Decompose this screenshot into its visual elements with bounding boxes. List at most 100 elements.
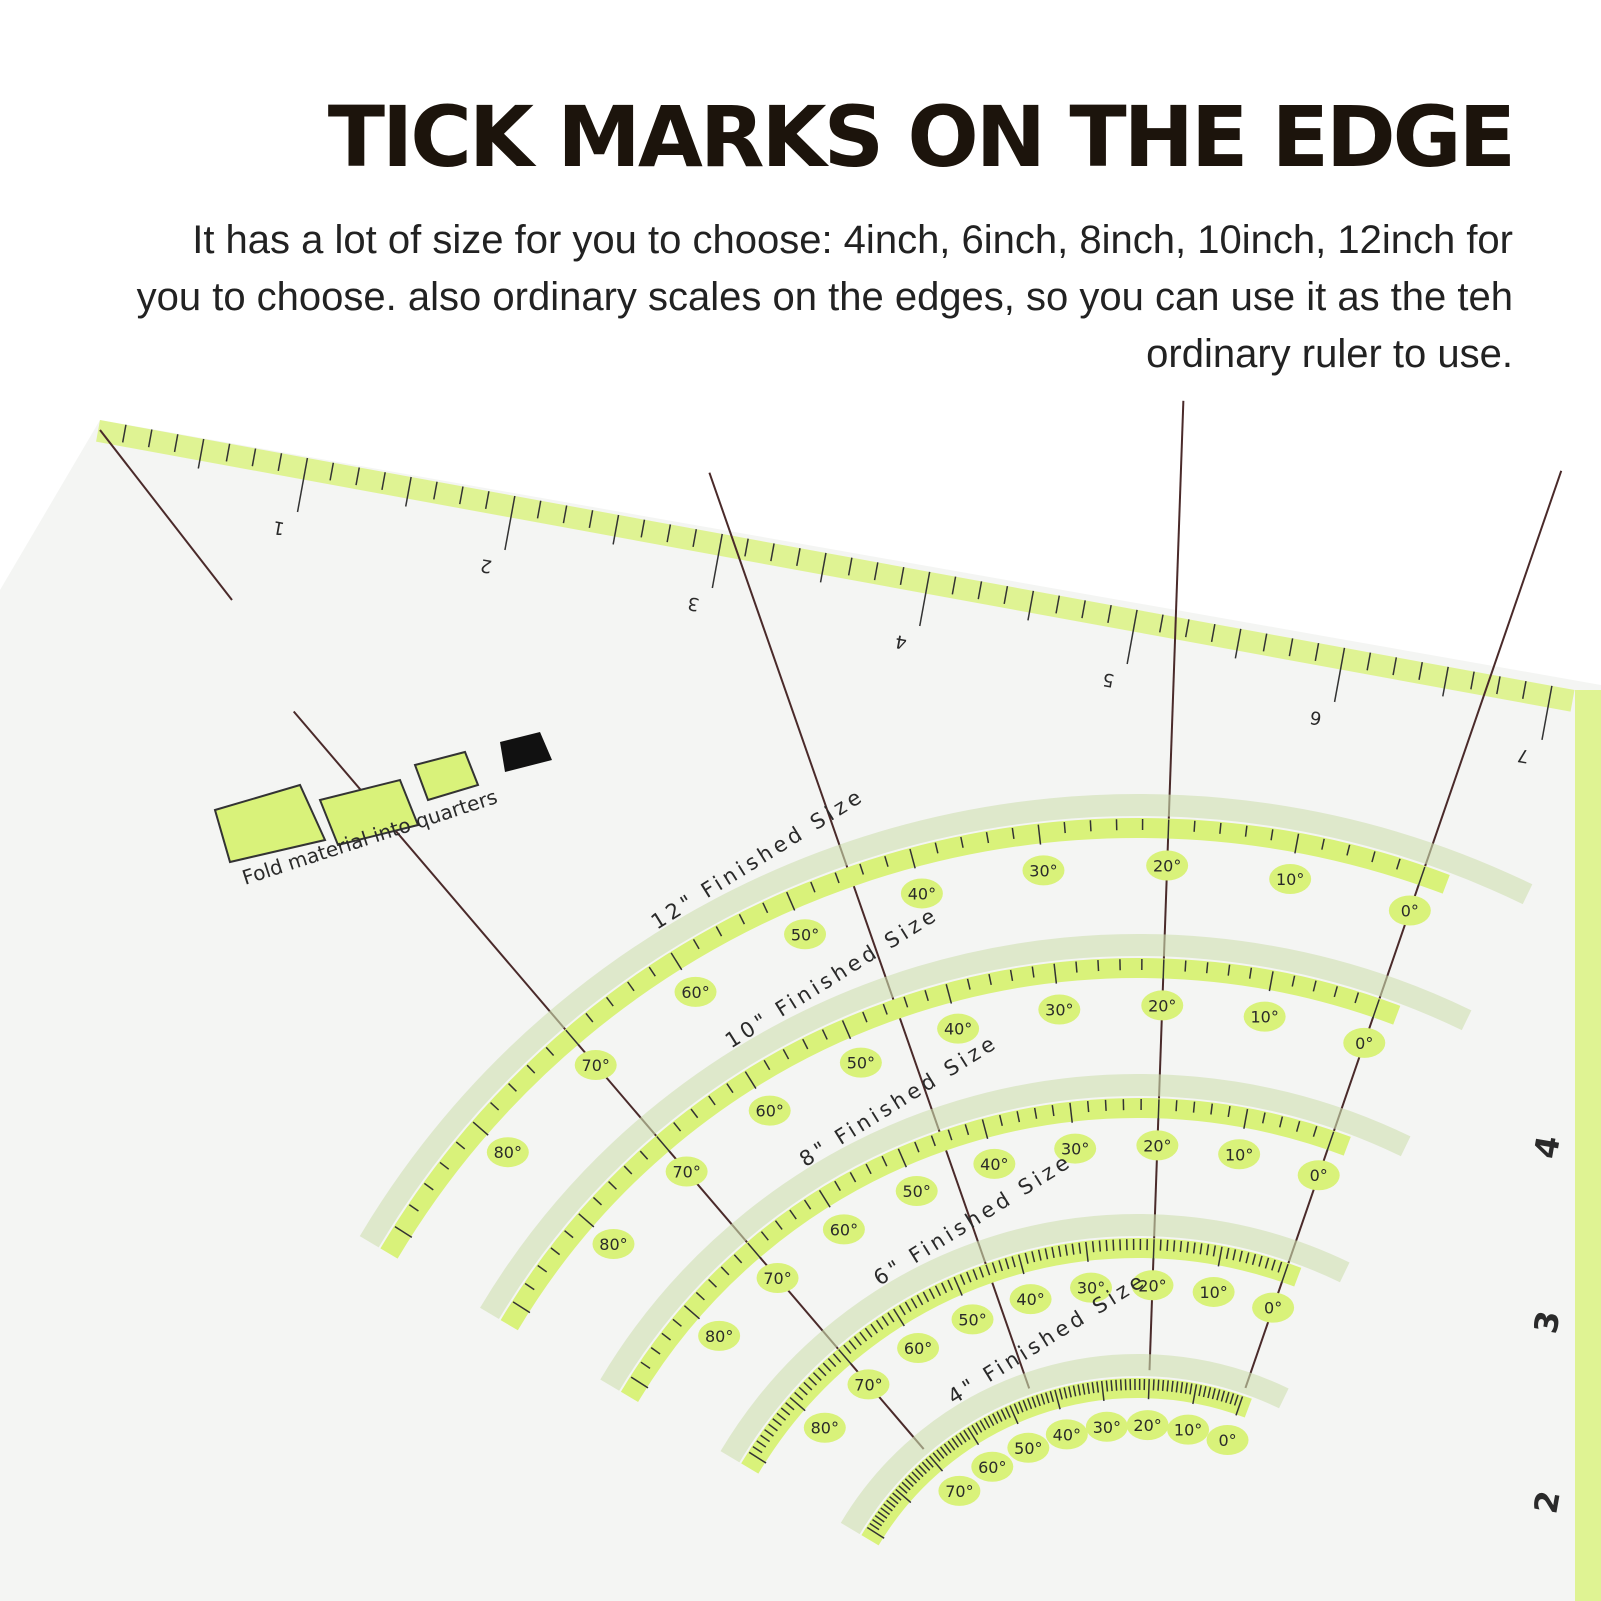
- degree-tick: [756, 1440, 767, 1448]
- degree-tick: [1077, 1384, 1081, 1396]
- degree-label-bg: [1009, 1284, 1052, 1315]
- degree-tick: [747, 1242, 762, 1259]
- degree-tick: [916, 1294, 924, 1306]
- edge-tick: [225, 443, 231, 462]
- radial-guide-line: [292, 710, 925, 1450]
- degree-label: 10°: [1250, 1008, 1278, 1027]
- degree-label-bg: [1070, 1272, 1113, 1303]
- degree-tick: [772, 1418, 782, 1427]
- radial-guide-line: [1148, 400, 1185, 1371]
- degree-tick: [1189, 1383, 1193, 1395]
- degree-label: 60°: [830, 1220, 858, 1239]
- degree-tick: [910, 1298, 918, 1309]
- degree-tick: [1152, 1379, 1155, 1391]
- degree-tick: [914, 1141, 920, 1153]
- degree-tick: [992, 1413, 999, 1424]
- degree-label: 50°: [791, 925, 819, 944]
- edge-tick: [121, 424, 127, 443]
- degree-tick: [1078, 1242, 1082, 1254]
- edge-tick: [147, 429, 153, 448]
- degree-tick: [1202, 1386, 1207, 1398]
- degree-label-bg: [1146, 850, 1189, 881]
- degree-tick: [887, 1312, 895, 1323]
- degree-tick: [695, 1291, 705, 1301]
- edge-tick: [919, 571, 931, 627]
- degree-tick: [928, 1288, 936, 1300]
- degree-tick: [1035, 1395, 1041, 1407]
- degree-label-bg: [1136, 1130, 1179, 1161]
- degree-label-bg: [486, 1137, 529, 1168]
- degree-label: 70°: [763, 1269, 791, 1288]
- degree-tick: [936, 1449, 945, 1459]
- degree-tick: [537, 1264, 548, 1273]
- degree-tick: [1225, 1391, 1230, 1403]
- degree-label-bg: [698, 1320, 741, 1351]
- degree-tick: [963, 1429, 971, 1440]
- degree-tick: [1192, 1101, 1196, 1113]
- degree-tick: [1229, 1393, 1235, 1405]
- edge-tick: [381, 472, 386, 491]
- edge-tick: [692, 529, 698, 548]
- degree-tick: [1086, 1382, 1090, 1394]
- degree-label: 30°: [1029, 861, 1057, 880]
- arc-clear-band: [359, 794, 1533, 1248]
- description: It has a lot of size for you to choose: …: [136, 218, 1513, 376]
- degree-tick: [877, 1511, 888, 1519]
- degree-label-bg: [938, 1475, 981, 1506]
- degree-label-bg: [1206, 1424, 1249, 1455]
- degree-tick: [1091, 1241, 1095, 1253]
- degree-tick: [834, 872, 840, 884]
- degree-tick: [648, 966, 656, 977]
- degree-tick: [808, 1376, 818, 1386]
- degree-tick: [960, 836, 964, 848]
- degree-tick: [897, 1148, 908, 1168]
- degree-tick: [812, 1372, 822, 1381]
- degree-tick: [1033, 1107, 1038, 1119]
- degree-tick: [1235, 1396, 1244, 1416]
- degree-label: 40°: [944, 1020, 972, 1039]
- degree-tick: [999, 1114, 1004, 1126]
- degree-tick: [1053, 963, 1058, 984]
- degree-tick: [1180, 1381, 1184, 1394]
- edge-tick: [1184, 619, 1190, 638]
- degree-tick: [834, 1180, 841, 1191]
- degree-label: 20°: [1138, 1276, 1166, 1295]
- degree-label-bg: [803, 1412, 846, 1443]
- degree-tick: [1172, 1240, 1176, 1252]
- degree-tick: [1248, 967, 1253, 979]
- degree-tick: [439, 1161, 450, 1170]
- degree-label-bg: [1007, 1432, 1050, 1463]
- degree-label-bg: [973, 1148, 1016, 1179]
- degree-tick: [1186, 1241, 1189, 1253]
- degree-tick: [911, 1471, 921, 1481]
- degree-label-bg: [1167, 1414, 1210, 1445]
- degree-tick: [408, 1204, 419, 1212]
- degree-tick: [821, 1029, 828, 1040]
- degree-tick: [1243, 1108, 1249, 1129]
- top-edge-band: [96, 420, 1575, 712]
- degree-tick: [945, 984, 953, 1004]
- degree-tick: [1112, 1239, 1115, 1251]
- degree-tick: [981, 1119, 989, 1139]
- degree-tick: [881, 1155, 888, 1167]
- degree-tick: [1175, 1381, 1179, 1393]
- degree-tick: [1049, 1390, 1055, 1402]
- degree-tick: [838, 1348, 853, 1366]
- degree-tick: [922, 1291, 930, 1303]
- degree-tick: [1321, 838, 1325, 850]
- degree-label-bg: [1126, 1410, 1169, 1441]
- degree-tick: [592, 1196, 603, 1206]
- degree-tick: [794, 1391, 804, 1401]
- degree-tick: [1271, 1259, 1276, 1271]
- degree-label-bg: [822, 1214, 865, 1245]
- degree-tick: [983, 1417, 991, 1429]
- degree-tick: [1312, 1125, 1318, 1137]
- edge-tick: [847, 557, 853, 576]
- degree-label: 0°: [1355, 1034, 1373, 1053]
- degree-tick: [774, 1220, 783, 1230]
- degree-tick: [1054, 1389, 1061, 1410]
- degree-label: 70°: [945, 1482, 973, 1501]
- degree-label-bg: [895, 1176, 938, 1207]
- degree-tick: [966, 978, 971, 990]
